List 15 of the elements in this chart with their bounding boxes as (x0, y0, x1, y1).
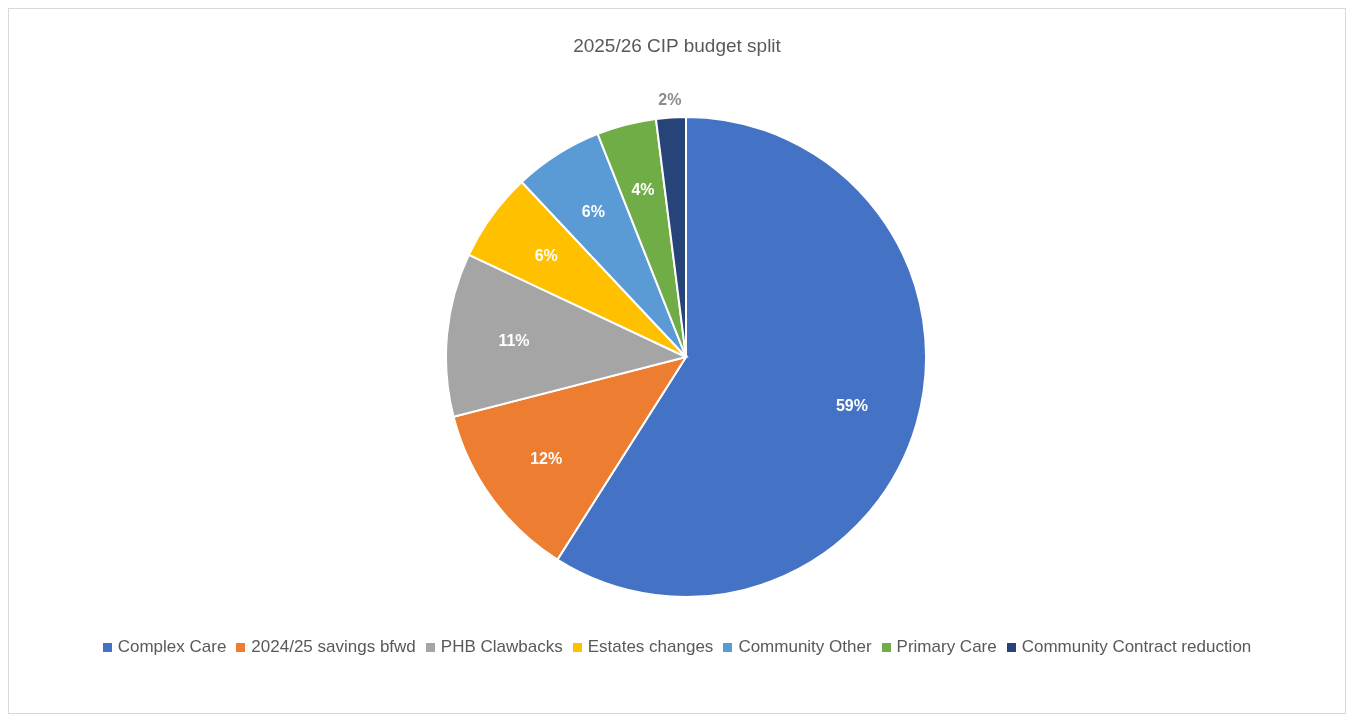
legend-label: 2024/25 savings bfwd (251, 637, 416, 657)
legend-label: PHB Clawbacks (440, 637, 563, 657)
data-label: 12% (530, 450, 563, 468)
data-label: 59% (835, 396, 868, 414)
data-label: 2% (658, 91, 682, 109)
data-label: 6% (581, 202, 605, 220)
legend-label: Community Contract reduction (1021, 637, 1252, 657)
legend-label: Estates changes (587, 637, 714, 657)
legend-label: Complex Care (117, 637, 227, 657)
data-label: 4% (631, 181, 655, 199)
legend-label: Community Other (738, 637, 872, 657)
chart-title: 2025/26 CIP budget split (572, 35, 782, 57)
legend-label: Primary Care (896, 637, 997, 657)
data-label: 6% (534, 246, 558, 264)
data-label: 11% (498, 332, 530, 350)
